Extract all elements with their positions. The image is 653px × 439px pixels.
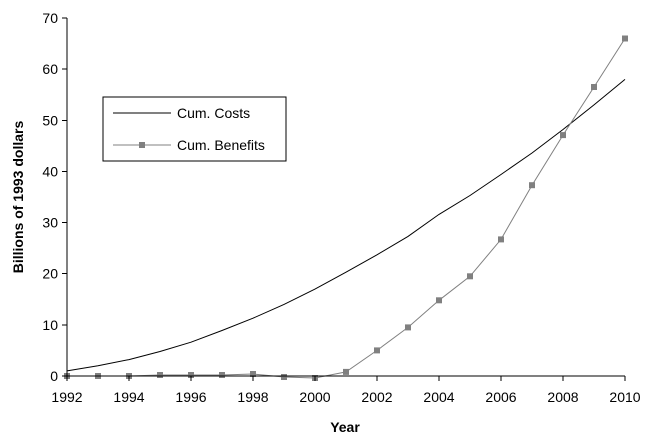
cum-benefits-line bbox=[67, 38, 626, 379]
cum-benefits-point bbox=[374, 347, 380, 354]
y-tick-label: 50 bbox=[42, 112, 58, 128]
cum-benefits-point bbox=[405, 324, 411, 331]
legend: Cum. Costs Cum. Benefits bbox=[102, 96, 287, 162]
y-tick-label: 70 bbox=[42, 10, 58, 26]
y-tick-label: 10 bbox=[42, 317, 58, 333]
cum-benefits-point bbox=[436, 297, 442, 304]
legend-label-cum-costs: Cum. Costs bbox=[177, 105, 250, 121]
x-tick-label: 2002 bbox=[361, 389, 392, 405]
x-axis-title: Year bbox=[330, 419, 360, 435]
cum-benefits-point bbox=[219, 372, 225, 378]
cum-costs-line bbox=[66, 79, 626, 372]
cum-benefits-point bbox=[529, 182, 535, 189]
legend-box bbox=[102, 96, 287, 162]
x-tick-label: 1998 bbox=[237, 389, 268, 405]
y-tick-label: 30 bbox=[42, 215, 58, 231]
cum-benefits-point bbox=[157, 372, 163, 378]
x-tick-label: 2004 bbox=[423, 389, 454, 405]
axes: 0 10 20 30 40 50 60 70 1992 1994 1996 1998 2000 2002 2… bbox=[42, 10, 640, 405]
x-tick-label: 1992 bbox=[51, 389, 82, 405]
cum-benefits-point bbox=[498, 236, 504, 243]
x-tick-label: 1996 bbox=[175, 389, 206, 405]
y-tick-label: 20 bbox=[42, 266, 58, 282]
cum-benefits-point bbox=[560, 132, 566, 139]
x-tick-label: 2010 bbox=[609, 389, 640, 405]
y-tick-label: 60 bbox=[42, 61, 58, 77]
x-tick-label: 2008 bbox=[547, 389, 578, 405]
cum-benefits-point bbox=[250, 371, 256, 377]
y-axis-title: Billions of 1993 dollars bbox=[10, 121, 26, 274]
plot-area bbox=[64, 35, 628, 381]
cum-benefits-point bbox=[591, 84, 597, 90]
x-tick-label: 1994 bbox=[113, 389, 144, 405]
cum-benefits-point bbox=[281, 374, 287, 380]
cum-benefits-point bbox=[188, 372, 194, 378]
cum-benefits-point bbox=[467, 273, 473, 280]
y-tick-label: 0 bbox=[50, 368, 58, 384]
legend-label-cum-benefits: Cum. Benefits bbox=[177, 137, 265, 153]
cum-benefits-point bbox=[622, 35, 628, 42]
x-tick-label: 2000 bbox=[299, 389, 330, 405]
legend-marker-cum-benefits bbox=[139, 142, 145, 148]
cum-benefits-point bbox=[343, 368, 349, 375]
y-tick-label: 40 bbox=[42, 163, 58, 179]
x-tick-label: 2006 bbox=[485, 389, 516, 405]
